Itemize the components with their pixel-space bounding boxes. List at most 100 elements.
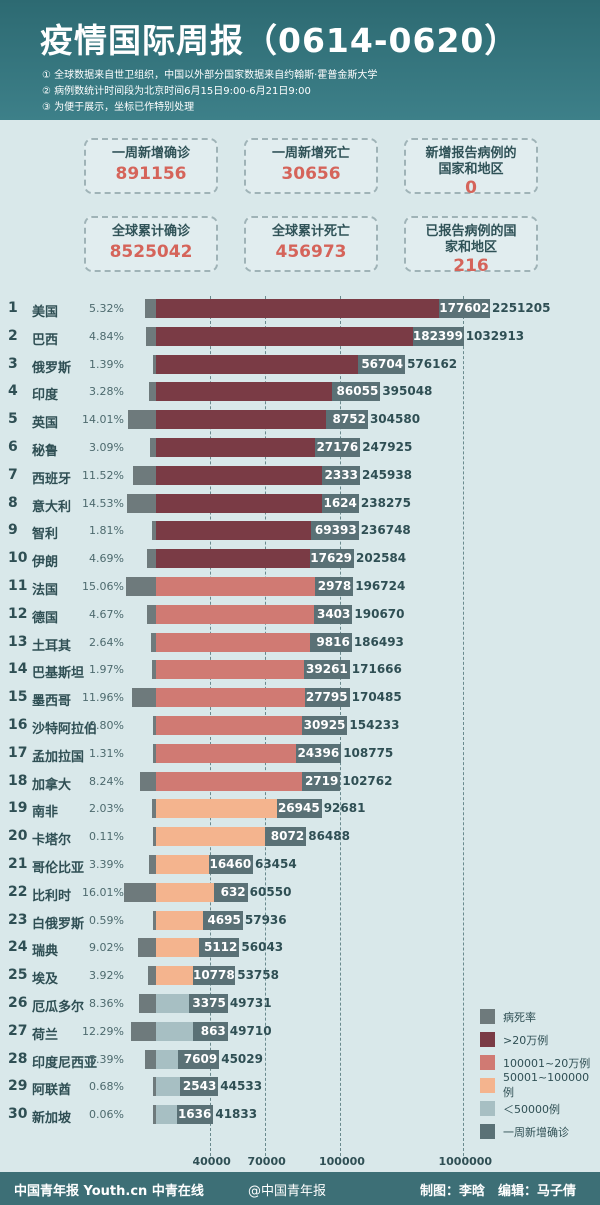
footer-credits: 制图：李晗 编辑：马子倩 — [420, 1184, 577, 1199]
weekly-new-bar: 10778 — [192, 966, 236, 986]
weekly-new-bar: 177602 — [439, 299, 490, 318]
total-cases-label: 86488 — [308, 829, 350, 844]
rank-label: 10 — [8, 550, 28, 567]
death-rate-bar — [153, 910, 156, 930]
death-rate-bar — [150, 632, 156, 652]
death-rate-label: 8.24% — [89, 774, 124, 788]
total-cases-label: 236748 — [360, 523, 411, 538]
legend: 病死率 >20万例 100001~20万例 50001~100000例 ＜500… — [480, 1005, 600, 1143]
total-cases-label: 196724 — [355, 579, 406, 593]
death-rate-bar — [153, 827, 156, 847]
note-3: ③ 为便于展示，坐标已作特别处理 — [42, 102, 195, 113]
page-title: 疫情国际周报（0614-0620） — [40, 21, 519, 60]
rank-label: 5 — [8, 411, 18, 428]
total-cases-bar — [156, 493, 359, 513]
total-cases-label: 170485 — [351, 690, 402, 705]
country-name: 美国 — [32, 305, 59, 320]
new-reporting-countries-value: 0 — [465, 178, 477, 198]
rank-label: 30 — [8, 1106, 28, 1123]
weekly-new-bar: 27176 — [315, 438, 361, 457]
country-name: 智利 — [32, 527, 59, 543]
rank-label: 26 — [8, 995, 28, 1011]
rank-label: 28 — [8, 1050, 28, 1067]
country-name: 意大利 — [32, 499, 72, 515]
rank-label: 9 — [8, 522, 18, 539]
total-cases-label: 171666 — [351, 662, 402, 677]
total-deaths-value: 456973 — [275, 242, 347, 262]
country-name: 巴基斯坦 — [32, 666, 85, 682]
legend-label: ＜50000例 — [503, 1102, 560, 1116]
rank-label: 7 — [8, 466, 18, 483]
header-banner: 疫情国际周报（0614-0620） ① 全球数据来自世卫组织，中国以外部分国家数… — [0, 0, 600, 120]
total-cases-label: 304580 — [369, 412, 421, 427]
rank-label: 22 — [8, 883, 28, 900]
total-cases-bar — [156, 549, 355, 569]
total-cases-bar — [156, 299, 490, 318]
death-rate-bar — [146, 604, 156, 624]
death-rate-bar — [153, 1077, 156, 1097]
total-cases-label: 92681 — [323, 801, 366, 816]
reported-countries-value: 216 — [453, 256, 489, 276]
legend-label: 50001~100000例 — [502, 1071, 590, 1099]
country-name: 沙特阿拉伯 — [32, 722, 98, 737]
country-name: 俄罗斯 — [32, 360, 72, 376]
death-rate-bar — [146, 326, 156, 346]
death-rate-label: 2.03% — [89, 802, 124, 816]
country-name: 法国 — [32, 583, 59, 598]
rank-label: 18 — [8, 772, 28, 789]
country-name: 墨西哥 — [32, 694, 72, 710]
death-rate-label: 1.31% — [89, 746, 124, 760]
country-name: 白俄罗斯 — [32, 916, 85, 932]
weekly-new-bar: 8752 — [326, 410, 368, 430]
rank-label: 25 — [8, 967, 28, 984]
death-rate-bar — [132, 688, 156, 708]
weekly-new-bar: 7609 — [178, 1049, 220, 1069]
total-cases-label: 49710 — [229, 1023, 272, 1038]
weekly-new-bar: 4695 — [203, 910, 243, 930]
death-rate-label: 0.68% — [89, 1080, 124, 1094]
total-cases-bar — [156, 577, 354, 596]
total-cases-label: 202584 — [356, 551, 407, 566]
weekly-new-bar: 86055 — [331, 382, 381, 402]
total-cases-bar — [156, 771, 341, 791]
weekly-new-bar: 26945 — [276, 799, 322, 819]
weekly-new-bar: 39261 — [303, 660, 350, 680]
death-rate-bar — [151, 799, 156, 819]
weekly-new-deaths-box: 一周新增死亡 30656 — [244, 138, 378, 194]
note-1: ① 全球数据来自世卫组织，中国以外部分国家数据来自约翰斯·霍普金斯大学 — [42, 70, 378, 81]
note-2: ② 病例数统计时间段为北京时间6月15日9:00-6月21日9:00 — [42, 86, 311, 97]
weekly-new-bar: 5112 — [199, 938, 240, 958]
weekly-new-bar: 69393 — [310, 521, 359, 541]
death-rate-bar — [139, 771, 156, 791]
death-rate-label: 11.96% — [82, 691, 124, 705]
weekly-new-bar: 8072 — [264, 827, 307, 847]
death-rate-label: 5.39% — [89, 1052, 124, 1066]
death-rate-label: 15.06% — [82, 580, 124, 593]
country-name: 德国 — [32, 610, 59, 626]
footer: 中国青年报 Youth.cn 中青在线 @中国青年报 制图：李晗 编辑：马子倩 — [0, 1172, 600, 1205]
total-deaths-label: 全球累计死亡 — [271, 224, 350, 239]
total-cases-label: 2251205 — [492, 301, 551, 315]
death-rate-label: 1.97% — [89, 663, 124, 677]
total-cases-bar — [156, 410, 368, 430]
rank-label: 6 — [8, 439, 18, 455]
footer-logos: 中国青年报 Youth.cn 中青在线 — [14, 1184, 204, 1199]
weekly-new-bar: 9816 — [309, 632, 352, 652]
legend-label: 一周新增确诊 — [503, 1125, 569, 1139]
death-rate-label: 9.02% — [89, 941, 124, 955]
country-name: 瑞典 — [32, 944, 59, 960]
rank-label: 11 — [8, 578, 28, 594]
country-name: 秘鲁 — [32, 444, 59, 459]
weekly-new-bar: 632 — [214, 882, 248, 902]
total-cases-label: 1032913 — [465, 328, 525, 343]
weekly-new-bar: 56704 — [357, 354, 406, 374]
total-cases-label: 238275 — [360, 495, 411, 510]
weekly-new-confirmed-label: 一周新增确诊 — [111, 146, 190, 161]
total-cases-label: 247925 — [362, 440, 413, 454]
rank-label: 14 — [8, 661, 28, 678]
country-name: 厄瓜多尔 — [32, 1000, 85, 1015]
rank-label: 29 — [8, 1078, 28, 1095]
death-rate-label: 4.84% — [89, 329, 124, 343]
death-rate-bar — [145, 299, 156, 318]
total-cases-label: 45029 — [221, 1051, 263, 1066]
